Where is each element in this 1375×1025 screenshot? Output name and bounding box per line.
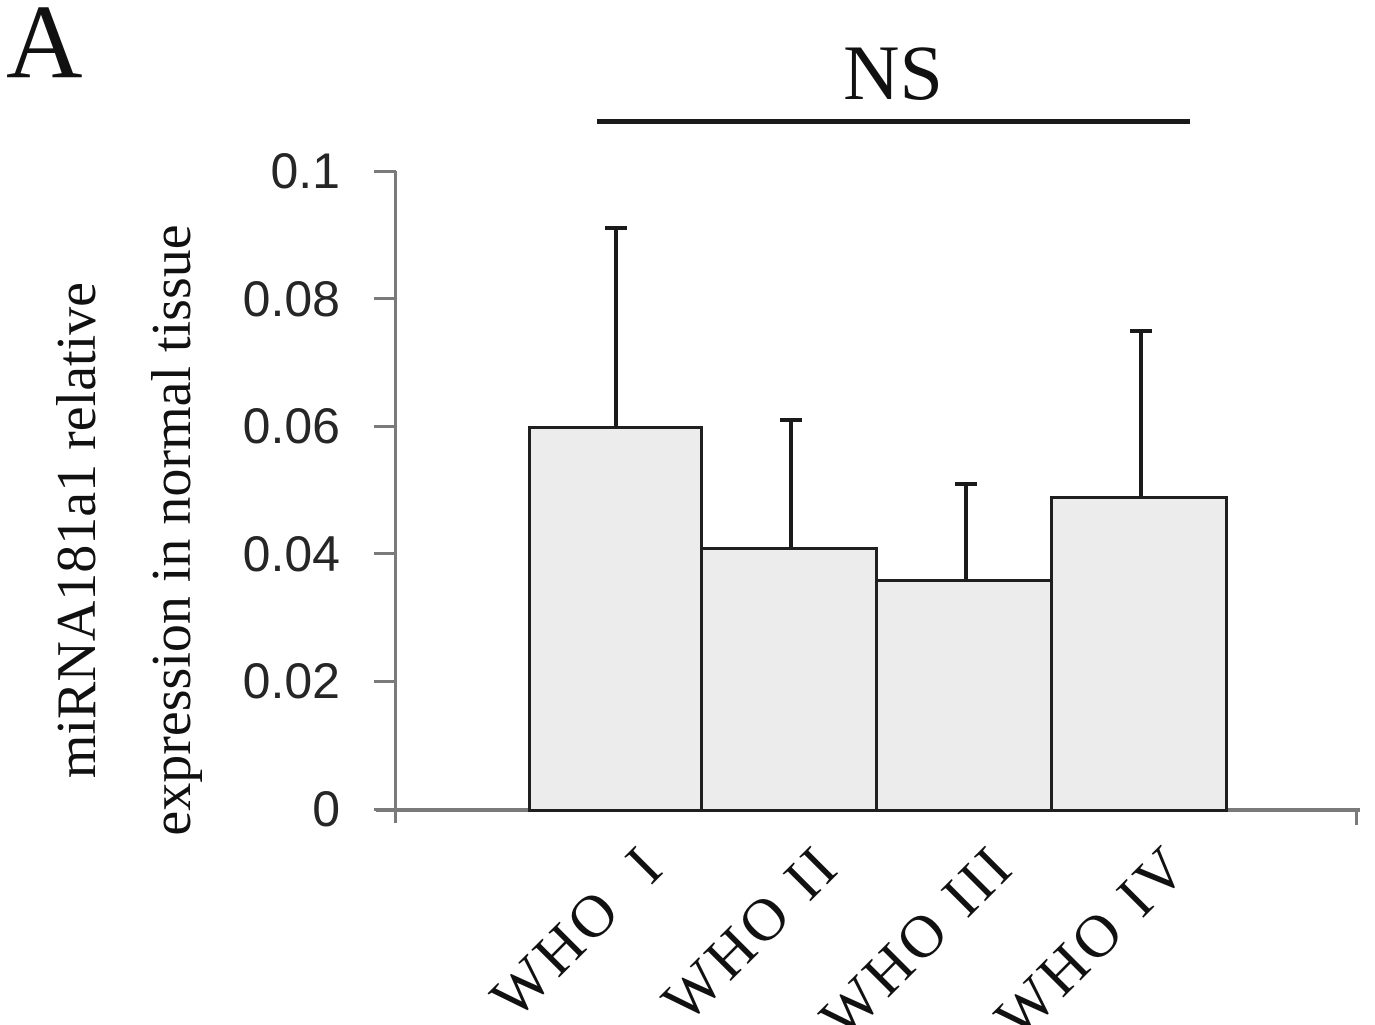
y-tick-mark [374, 297, 396, 301]
x-axis-end-tick [1355, 808, 1358, 825]
error-bar-who-ii [788, 419, 793, 548]
error-bar-who-iii [963, 483, 968, 580]
error-bar-who-iv [1138, 330, 1143, 497]
y-tick-mark [374, 552, 396, 556]
bar-who-iv [1050, 496, 1228, 812]
x-tick-label-who-i: WHO I [477, 831, 677, 1025]
y-axis-line [394, 171, 397, 823]
y-tick-mark [374, 424, 396, 428]
y-tick-mark [374, 169, 396, 173]
y-tick-label: 0.04 [242, 525, 340, 582]
error-bar-cap-who-iii [954, 481, 977, 486]
panel-label: A [6, 0, 83, 100]
y-tick-label: 0.1 [270, 143, 340, 199]
error-bar-cap-who-ii [779, 417, 802, 422]
y-tick-mark [374, 807, 396, 811]
y-axis-title-line1: miRNA181a1 relative [46, 281, 108, 779]
bar-who-i [528, 426, 703, 812]
y-tick-mark [374, 679, 396, 683]
y-tick-label: 0.08 [242, 270, 340, 327]
y-tick-label: 0.02 [242, 653, 340, 710]
x-tick-label-who-iv: WHO IV [982, 831, 1202, 1025]
bar-who-iii [875, 579, 1053, 812]
error-bar-cap-who-iv [1129, 328, 1152, 333]
significance-annotation: NS [843, 29, 943, 116]
error-bar-cap-who-i [604, 226, 627, 231]
error-bar-who-i [613, 228, 618, 427]
y-tick-label: 0 [312, 781, 340, 837]
bar-who-ii [700, 547, 878, 812]
y-tick-label: 0.06 [242, 398, 340, 455]
significance-bracket-line [597, 119, 1190, 124]
